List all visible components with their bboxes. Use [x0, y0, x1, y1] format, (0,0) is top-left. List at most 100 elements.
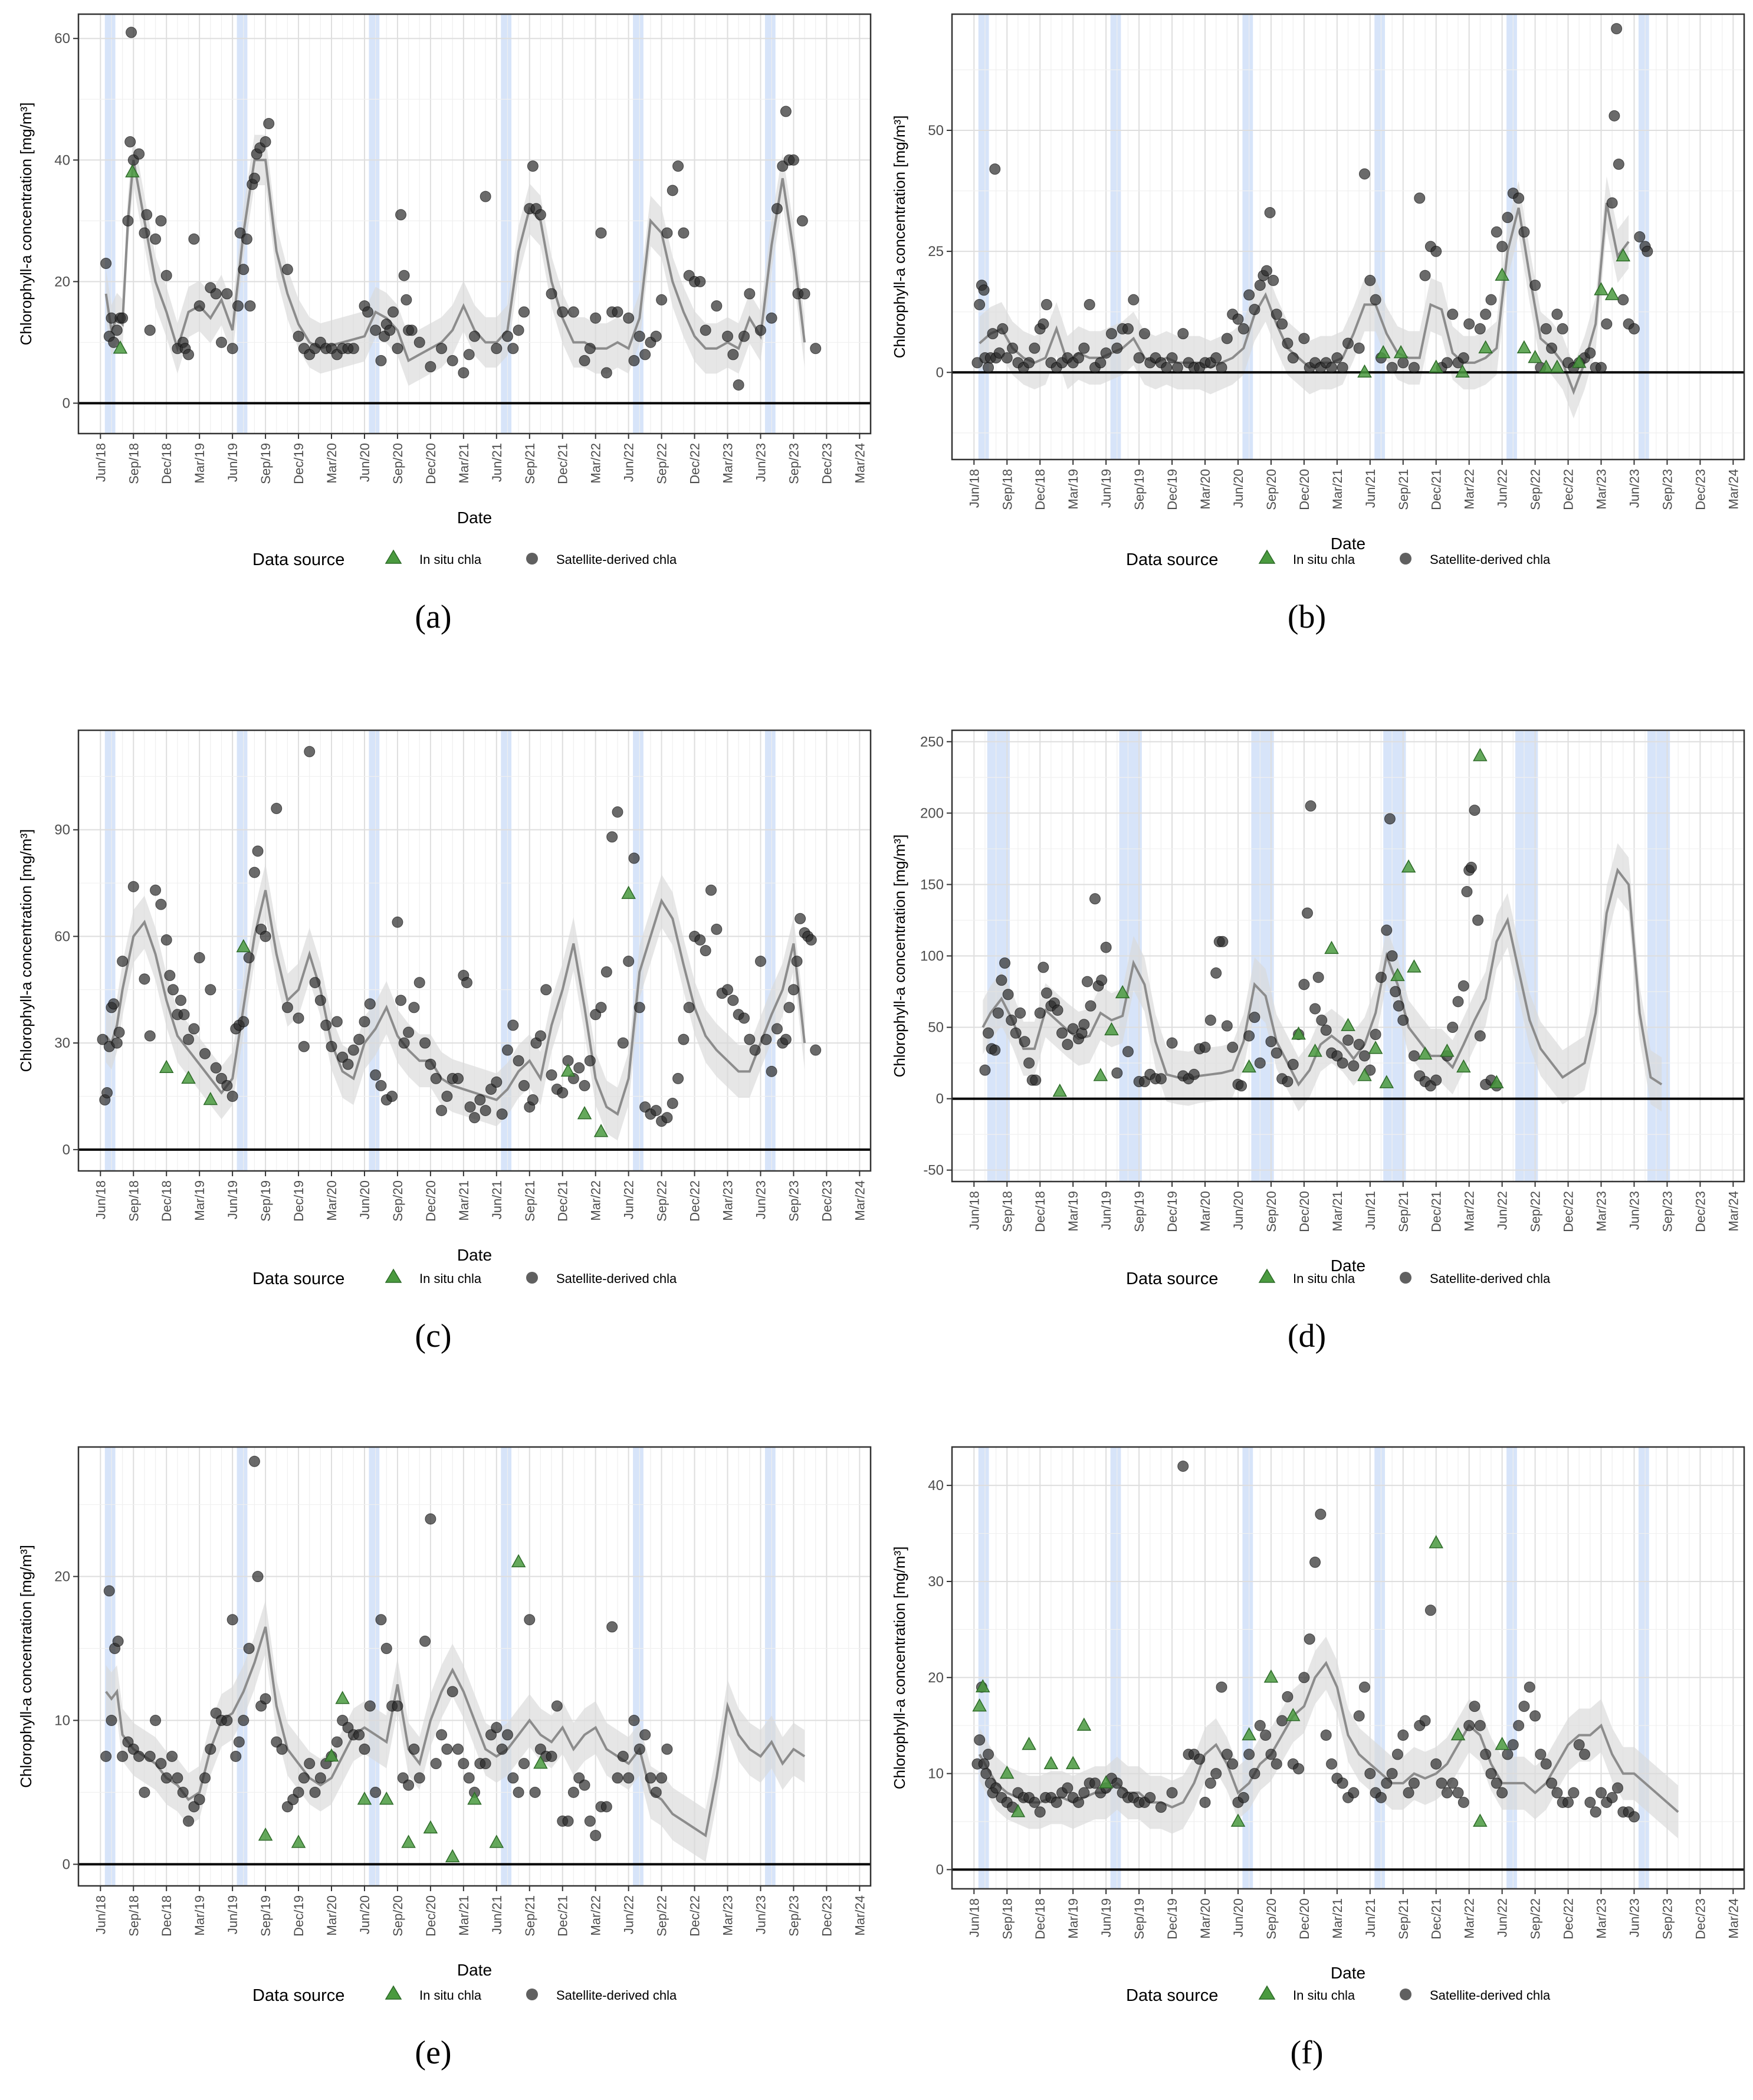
- x-tick-label: Mar/19: [192, 1895, 207, 1935]
- x-tick-label: Sep/21: [1396, 1191, 1411, 1232]
- satellite-point: [783, 1002, 795, 1013]
- satellite-point: [1100, 941, 1112, 953]
- satellite-point: [656, 1772, 668, 1784]
- satellite-point: [983, 1027, 994, 1039]
- x-tick-label: Jun/18: [967, 1898, 981, 1937]
- satellite-point: [633, 330, 645, 342]
- satellite-point: [1249, 304, 1260, 316]
- satellite-point: [1579, 1748, 1591, 1760]
- satellite-point: [425, 1513, 436, 1525]
- satellite-point: [1111, 342, 1123, 354]
- legend-satellite-marker: [1400, 1272, 1411, 1284]
- satellite-point: [1370, 294, 1381, 306]
- y-axis-title: Chlorophyll-a concentration [mg/m³]: [891, 835, 908, 1078]
- satellite-point: [425, 1058, 436, 1070]
- satellite-point: [1199, 1796, 1211, 1808]
- insitu-point: [1473, 1813, 1488, 1827]
- x-tick-label: Sep/21: [1396, 1898, 1411, 1940]
- satellite-point: [1457, 352, 1469, 364]
- x-tick-label: Jun/19: [225, 443, 240, 482]
- satellite-point: [150, 1714, 162, 1726]
- satellite-point: [1243, 1748, 1255, 1760]
- satellite-point: [293, 1786, 304, 1798]
- y-axis-title: Chlorophyll-a concentration [mg/m³]: [891, 1547, 908, 1790]
- x-tick-label: Dec/23: [1693, 469, 1708, 510]
- y-tick-label: 20: [928, 1670, 944, 1686]
- satellite-point: [738, 1012, 750, 1024]
- x-tick-label: Mar/24: [852, 1895, 867, 1935]
- satellite-point: [595, 1002, 607, 1013]
- satellite-point: [139, 227, 150, 239]
- satellite-point: [1264, 206, 1276, 218]
- satellite-point: [193, 300, 205, 312]
- satellite-point: [221, 1714, 233, 1726]
- y-tick-label: 90: [54, 822, 70, 838]
- satellite-point: [403, 1779, 415, 1791]
- satellite-point: [370, 324, 382, 336]
- satellite-point: [1337, 1057, 1348, 1069]
- satellite-point: [1419, 270, 1431, 281]
- x-tick-label: Dec/19: [291, 1895, 306, 1937]
- satellite-point: [1276, 1715, 1288, 1727]
- satellite-point: [1573, 1739, 1585, 1751]
- satellite-point: [1393, 1000, 1404, 1012]
- satellite-point: [667, 185, 678, 196]
- satellite-point: [1271, 1758, 1282, 1770]
- insitu-point: [1242, 1727, 1256, 1741]
- satellite-point: [1260, 265, 1272, 277]
- satellite-point: [645, 1772, 656, 1784]
- legend-satellite-marker: [526, 1989, 538, 2000]
- satellite-point: [205, 1743, 216, 1755]
- x-tick-label: Dec/20: [424, 1895, 438, 1937]
- satellite-point: [1408, 1777, 1420, 1789]
- satellite-point: [1353, 1710, 1365, 1722]
- satellite-point: [1133, 352, 1145, 364]
- satellite-point: [546, 1750, 557, 1762]
- satellite-point: [540, 984, 552, 996]
- satellite-point: [700, 945, 711, 956]
- satellite-point: [447, 355, 458, 366]
- satellite-point: [309, 1786, 321, 1798]
- trend-line: [981, 867, 1663, 1087]
- satellite-point: [164, 970, 176, 982]
- insitu-point: [1376, 344, 1391, 359]
- satellite-point: [243, 1643, 255, 1655]
- insitu-point: [1455, 364, 1470, 378]
- summer-band: [369, 14, 380, 434]
- x-tick-label: Jun/22: [1495, 1898, 1510, 1937]
- x-tick-label: Sep/20: [390, 1180, 405, 1222]
- plot-border: [77, 729, 872, 1172]
- satellite-point: [248, 172, 260, 184]
- legend-insitu-label: In situ chla: [419, 1271, 482, 1286]
- insitu-point: [125, 164, 140, 178]
- satellite-point: [1474, 323, 1486, 334]
- insitu-point: [1538, 359, 1554, 373]
- x-tick-label: Jun/20: [357, 1895, 372, 1934]
- satellite-point: [974, 298, 986, 310]
- satellite-point: [464, 1101, 476, 1113]
- satellite-point: [1375, 972, 1387, 983]
- satellite-point: [1461, 886, 1473, 898]
- satellite-point: [474, 1094, 486, 1106]
- satellite-point: [518, 1079, 530, 1091]
- insitu-point: [975, 1679, 990, 1692]
- satellite-point: [722, 984, 734, 996]
- satellite-point: [108, 336, 120, 348]
- satellite-point: [387, 306, 399, 318]
- y-tick-label: 30: [928, 1574, 944, 1590]
- x-tick-label: Sep/23: [786, 443, 801, 484]
- satellite-point: [392, 916, 403, 928]
- satellite-point: [524, 1614, 536, 1626]
- satellite-point: [496, 1108, 508, 1120]
- satellite-point: [226, 1614, 238, 1626]
- satellite-point: [1052, 1004, 1063, 1016]
- satellite-point: [1474, 1720, 1486, 1731]
- x-tick-label: Mar/23: [721, 1180, 736, 1220]
- satellite-point: [1062, 1782, 1074, 1794]
- satellite-point: [1237, 1791, 1249, 1803]
- satellite-point: [1358, 168, 1370, 180]
- satellite-point: [1337, 362, 1348, 373]
- satellite-point: [1276, 318, 1288, 330]
- satellite-point: [1611, 23, 1623, 35]
